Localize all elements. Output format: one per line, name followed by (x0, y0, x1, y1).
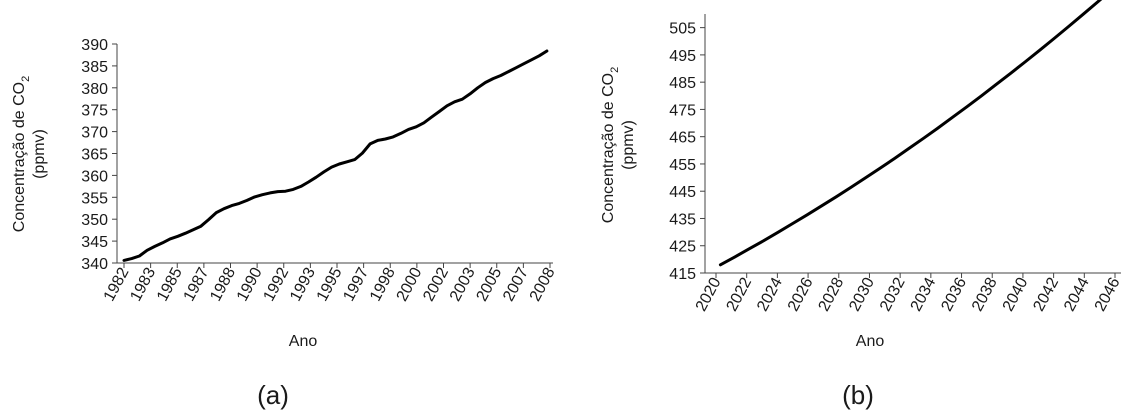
x-tick-label-b-6: 2032 (877, 275, 909, 314)
x-tick-label-b-0: 2020 (693, 275, 725, 314)
y-tick-label-b-9: 505 (669, 21, 696, 38)
x-tick-label-a-6: 1992 (261, 265, 293, 304)
x-tick-label-b-13: 2046 (1092, 275, 1124, 314)
x-tick-label-b-12: 2044 (1061, 275, 1093, 314)
x-tick-label-b-10: 2040 (1000, 275, 1032, 314)
y-tick-label-b-0: 415 (669, 266, 696, 283)
x-tick-label-b-11: 2042 (1030, 275, 1062, 314)
y-tick-label-b-6: 475 (669, 102, 696, 119)
chart-panel-a: 340 345 350 355 360 365 370 375 380 385 390 198219… (11, 37, 559, 410)
panel-label-a: (a) (257, 380, 289, 410)
y-tick-label-b-3: 445 (669, 184, 696, 201)
y-tick-label-a-8: 380 (81, 81, 108, 98)
x-tick-label-a-3: 1987 (181, 265, 213, 304)
x-tick-label-a-11: 2000 (394, 265, 426, 304)
y-axis-title-a: Concentração de CO2 (11, 76, 32, 232)
x-tick-label-a-12: 2002 (420, 265, 452, 304)
x-axis-title-b: Ano (856, 333, 885, 350)
y-axis-title-a-subscript: 2 (20, 76, 32, 82)
y-axis-title-b: Concentração de CO2 (600, 67, 621, 223)
panel-label-b: (b) (842, 380, 874, 410)
y-tick-label-a-10: 390 (81, 37, 108, 54)
x-tick-label-a-15: 2007 (500, 265, 532, 304)
y-ticks-a: 340 345 350 355 360 365 370 375 380 385 390 (81, 37, 117, 273)
y-tick-label-a-4: 360 (81, 168, 108, 185)
series-line-a (122, 49, 549, 262)
x-tick-label-a-2: 1985 (154, 265, 186, 304)
x-tick-label-b-9: 2038 (969, 275, 1001, 314)
x-tick-label-a-4: 1988 (207, 265, 239, 304)
x-tick-label-b-4: 2028 (816, 275, 848, 314)
x-ticks-a: 1982198319851987198819901992199319951997… (101, 263, 559, 304)
y-tick-label-b-4: 455 (669, 157, 696, 174)
x-tick-label-b-3: 2026 (785, 275, 817, 314)
y-tick-label-a-3: 355 (81, 190, 108, 207)
y-tick-label-a-2: 350 (81, 212, 108, 229)
x-tick-label-a-10: 1998 (367, 265, 399, 304)
x-tick-label-a-9: 1997 (340, 265, 372, 304)
x-tick-label-a-1: 1983 (127, 265, 159, 304)
x-tick-label-b-5: 2030 (846, 275, 878, 314)
y-axis-unit-a: (ppmv) (31, 129, 48, 179)
x-ticks-b: 2020202220242026202820302032203420362038… (693, 273, 1124, 314)
y-tick-label-b-7: 485 (669, 75, 696, 92)
y-tick-label-a-1: 345 (81, 234, 108, 251)
y-tick-label-a-9: 385 (81, 59, 108, 76)
x-tick-label-a-16: 2008 (527, 265, 559, 304)
y-tick-label-b-1: 425 (669, 239, 696, 256)
y-tick-label-b-5: 465 (669, 130, 696, 147)
x-tick-label-b-2: 2024 (754, 275, 786, 314)
series-line-b (718, 0, 1103, 267)
y-tick-label-a-7: 375 (81, 103, 108, 120)
y-axis-title-b-subscript: 2 (609, 67, 621, 73)
x-tick-label-a-13: 2003 (447, 265, 479, 304)
x-tick-label-b-7: 2034 (908, 275, 940, 314)
x-tick-label-b-1: 2022 (724, 275, 756, 314)
y-tick-label-b-8: 495 (669, 48, 696, 65)
y-tick-label-a-0: 340 (81, 256, 108, 273)
y-axis-unit-b: (ppmv) (620, 120, 637, 170)
x-tick-label-a-7: 1993 (287, 265, 319, 304)
y-tick-label-a-6: 370 (81, 125, 108, 142)
y-ticks-b: 415 425 435 445 455 465 475 485 495 505 (669, 21, 705, 283)
x-tick-label-a-5: 1990 (234, 265, 266, 304)
x-tick-label-b-8: 2036 (938, 275, 970, 314)
y-tick-label-a-5: 365 (81, 147, 108, 164)
x-tick-label-a-14: 2005 (474, 265, 506, 304)
x-axis-title-a: Ano (289, 333, 318, 350)
x-tick-label-a-8: 1995 (314, 265, 346, 304)
y-tick-label-b-2: 435 (669, 211, 696, 228)
